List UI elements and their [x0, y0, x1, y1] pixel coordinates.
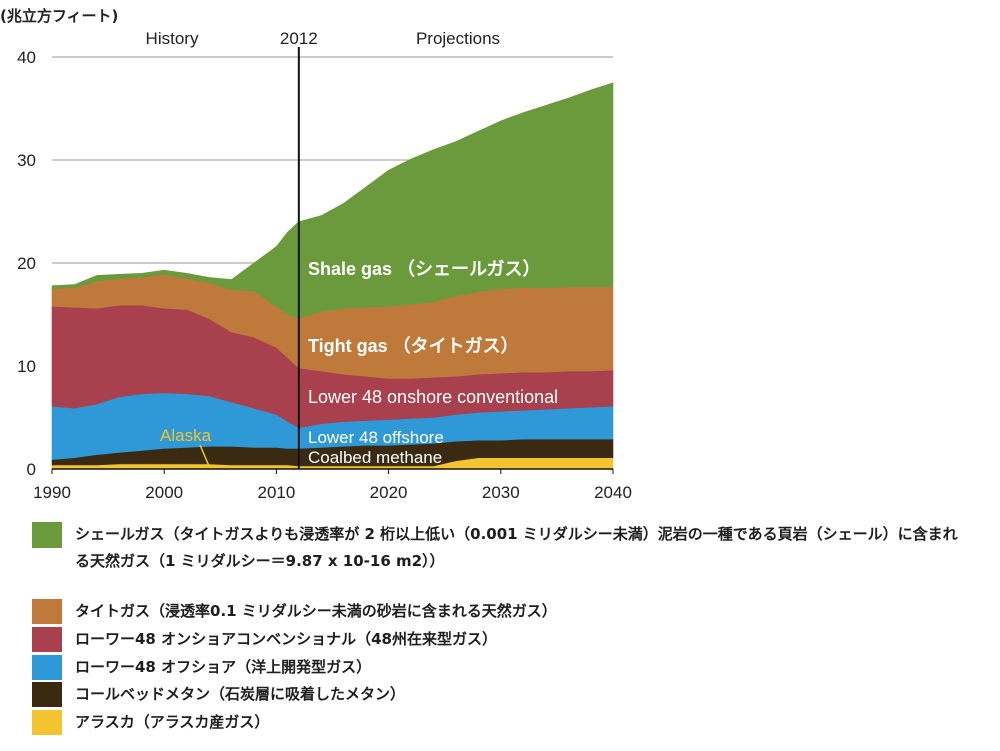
legend-swatch-coalbed-methane	[32, 682, 62, 707]
y-axis-ticks: 0 10 20 30 40	[17, 48, 36, 479]
alaska-leader-line	[199, 444, 210, 467]
series-label-lower-48-offshore: Lower 48 offshore	[308, 428, 444, 447]
x-tick-label: 2000	[145, 483, 183, 502]
legend-text-alaska: アラスカ（アラスカ産ガス）	[75, 713, 270, 731]
x-tick-label: 2010	[257, 483, 295, 502]
x-tick-label: 2020	[370, 483, 408, 502]
y-tick-label: 20	[17, 254, 36, 273]
legend-text-coalbed-methane: コールベッドメタン（石炭層に吸着したメタン）	[75, 685, 406, 703]
series-label-coalbed-methane: Coalbed methane	[308, 448, 442, 467]
y-tick-label: 30	[17, 151, 36, 170]
stacked-areas	[51, 82, 614, 470]
series-label-lower-48-onshore-conventional: Lower 48 onshore conventional	[308, 387, 558, 407]
y-tick-label: 10	[17, 357, 36, 376]
y-tick-label: 40	[17, 48, 36, 67]
series-label-tight-gas: Tight gas （タイトガス）	[308, 336, 519, 356]
area-shale-gas	[51, 82, 614, 319]
history-label: History	[146, 29, 199, 48]
legend-text-lower-48-offshore: ローワー48 オフショア（洋上開発型ガス）	[75, 658, 372, 676]
series-label-shale-gas: Shale gas （シェールガス）	[308, 259, 541, 279]
y-tick-label: 0	[27, 460, 36, 479]
legend-text-shale-gas: シェールガス（タイトガスよりも浸透率が 2 桁以上低い（0.001 ミリダルシー…	[75, 525, 958, 570]
x-tick-label: 1990	[33, 483, 71, 502]
projections-label: Projections	[416, 29, 500, 48]
legend-swatch-lower-48-offshore	[32, 655, 62, 680]
x-tick-label: 2040	[594, 483, 632, 502]
x-tick-label: 2030	[482, 483, 520, 502]
x-axis-ticks: 1990 2000 2010 2020 2030 2040	[33, 469, 632, 502]
legend-swatch-tight-gas	[32, 599, 62, 624]
legend-text-tight-gas: タイトガス（浸透率0.1 ミリダルシー未満の砂岩に含まれる天然ガス）	[75, 602, 557, 620]
divider-year-label: 2012	[280, 29, 318, 48]
stacked-area-chart: (兆立方フィート) 1990 2000 2010 2020 2030 2040 01020…	[0, 7, 632, 502]
y-axis-unit-label: (兆立方フィート)	[0, 7, 118, 25]
legend-swatch-shale-gas	[32, 522, 62, 548]
legend-swatch-alaska	[32, 710, 62, 735]
legend-swatch-lower-48-onshore-conventional	[32, 627, 62, 652]
series-label-alaska: Alaska	[160, 426, 212, 445]
legend-text-lower-48-onshore-conventional: ローワー48 オンショアコンベンショナル（48州在来型ガス）	[75, 630, 497, 648]
